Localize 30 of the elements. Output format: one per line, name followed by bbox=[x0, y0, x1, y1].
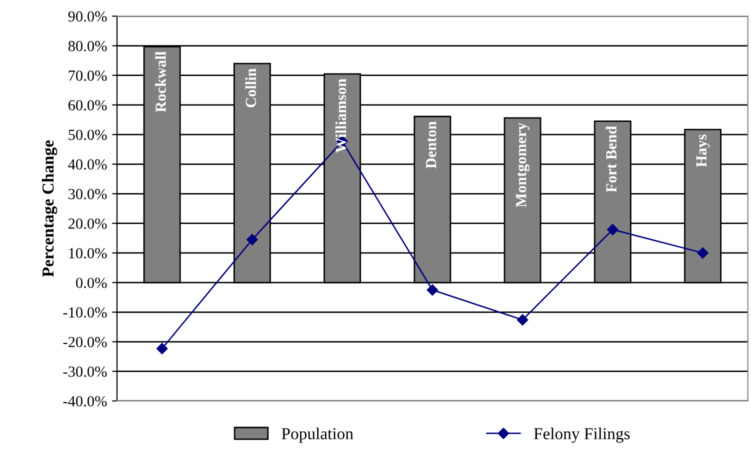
y-tick-label: 60.0% bbox=[68, 100, 107, 110]
point bbox=[426, 284, 438, 296]
point bbox=[607, 224, 618, 236]
legend-label: Population bbox=[282, 428, 354, 443]
point bbox=[246, 234, 258, 246]
x-tick-label: Fort Bend bbox=[606, 126, 616, 192]
y-tick-label: 30.0% bbox=[68, 188, 107, 200]
x-tick-label: Denton bbox=[426, 121, 436, 168]
x-tick-label: Hays bbox=[696, 134, 710, 167]
y-tick-label: 40.0% bbox=[68, 159, 107, 170]
y-tick-label: -40.0% bbox=[63, 396, 107, 406]
y-axis-title: Percentage Change bbox=[42, 140, 58, 277]
y-tick-label: 70.0% bbox=[68, 70, 107, 81]
x-tick-label: Collin bbox=[245, 68, 256, 108]
y-tick-label: -10.0% bbox=[63, 307, 107, 318]
x-tick-label: Williamson bbox=[335, 78, 346, 153]
y-tick-label: 80.0% bbox=[68, 40, 107, 52]
y-tick-label: 90.0% bbox=[68, 11, 107, 22]
y-tick-label: -20.0% bbox=[63, 336, 107, 348]
point bbox=[156, 342, 168, 354]
y-tick-label: 20.0% bbox=[68, 218, 107, 229]
x-tick-label: Montgomery bbox=[516, 122, 530, 208]
y-tick-label: 50.0% bbox=[68, 130, 107, 140]
y-tick-label: 0.0% bbox=[76, 278, 107, 288]
x-tick-label: Rockwall bbox=[155, 52, 166, 112]
y-tick-label: 10.0% bbox=[69, 248, 107, 258]
point bbox=[697, 247, 708, 259]
legend-label: Felony Filings bbox=[534, 428, 630, 443]
y-tick-label: -30.0% bbox=[63, 366, 107, 377]
point bbox=[516, 314, 528, 326]
